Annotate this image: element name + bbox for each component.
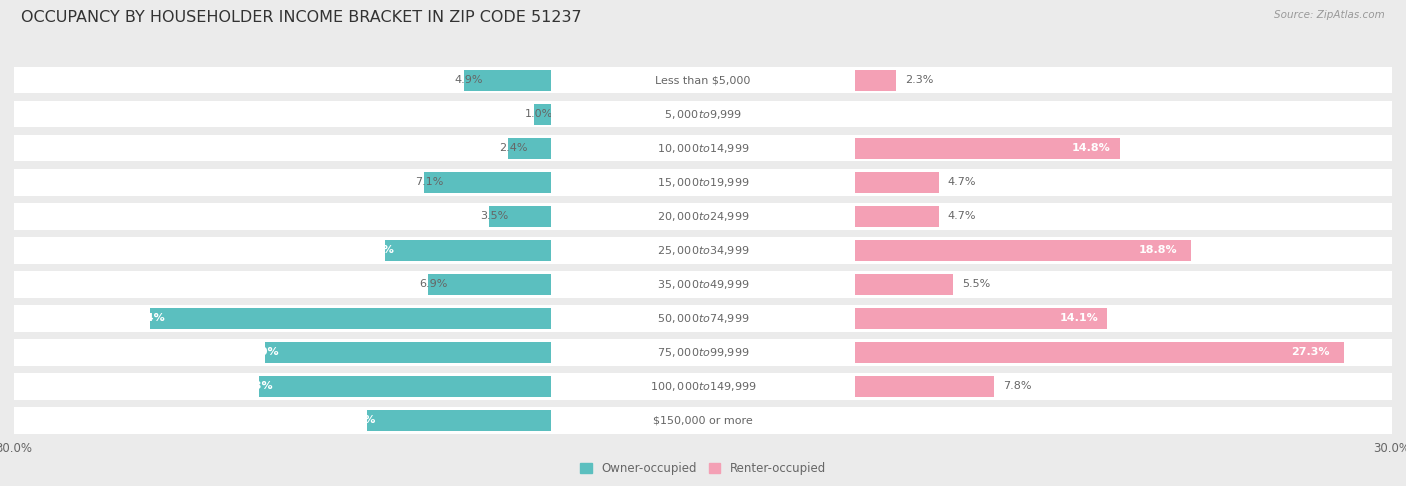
Text: 16.3%: 16.3%: [235, 382, 274, 391]
Bar: [551, 203, 855, 229]
Bar: [551, 237, 855, 263]
Bar: [551, 339, 855, 365]
Bar: [855, 271, 1392, 297]
Bar: [385, 240, 551, 261]
Text: 18.8%: 18.8%: [1139, 245, 1177, 255]
Text: 2.4%: 2.4%: [499, 143, 529, 153]
Text: Less than $5,000: Less than $5,000: [655, 75, 751, 85]
Bar: [855, 69, 896, 91]
Text: 14.1%: 14.1%: [1060, 313, 1098, 323]
Bar: [150, 308, 551, 329]
Bar: [855, 376, 994, 397]
Text: $35,000 to $49,999: $35,000 to $49,999: [657, 278, 749, 291]
Bar: [14, 135, 551, 161]
Bar: [14, 373, 551, 399]
Bar: [551, 101, 855, 127]
Bar: [855, 67, 1392, 93]
Text: 4.7%: 4.7%: [948, 211, 976, 221]
Bar: [14, 237, 551, 263]
Bar: [855, 305, 1392, 331]
Bar: [427, 274, 551, 295]
Bar: [855, 373, 1392, 399]
Bar: [855, 308, 1107, 329]
Bar: [855, 274, 953, 295]
Bar: [264, 342, 551, 363]
Text: $100,000 to $149,999: $100,000 to $149,999: [650, 380, 756, 393]
Text: 14.8%: 14.8%: [1071, 143, 1111, 153]
Text: 4.9%: 4.9%: [454, 75, 484, 85]
Bar: [14, 305, 551, 331]
Bar: [14, 67, 551, 93]
Bar: [551, 407, 855, 434]
Bar: [14, 339, 551, 365]
Bar: [855, 169, 1392, 195]
Bar: [551, 271, 855, 297]
Bar: [551, 67, 855, 93]
Bar: [464, 69, 551, 91]
Bar: [14, 101, 551, 127]
Bar: [855, 407, 1392, 434]
Text: 4.7%: 4.7%: [948, 177, 976, 187]
Bar: [855, 237, 1392, 263]
Bar: [855, 172, 939, 193]
Text: 6.9%: 6.9%: [419, 279, 447, 289]
Legend: Owner-occupied, Renter-occupied: Owner-occupied, Renter-occupied: [575, 458, 831, 480]
Bar: [14, 407, 551, 434]
Bar: [855, 206, 939, 227]
Bar: [489, 206, 551, 227]
Text: Source: ZipAtlas.com: Source: ZipAtlas.com: [1274, 10, 1385, 20]
Bar: [855, 138, 1119, 159]
Bar: [260, 376, 551, 397]
Bar: [14, 169, 551, 195]
Text: 2.3%: 2.3%: [904, 75, 934, 85]
Bar: [551, 373, 855, 399]
Text: $25,000 to $34,999: $25,000 to $34,999: [657, 244, 749, 257]
Bar: [855, 342, 1344, 363]
Bar: [551, 169, 855, 195]
Text: $150,000 or more: $150,000 or more: [654, 416, 752, 425]
Text: $15,000 to $19,999: $15,000 to $19,999: [657, 176, 749, 189]
Text: 5.5%: 5.5%: [962, 279, 990, 289]
Text: 7.8%: 7.8%: [1004, 382, 1032, 391]
Bar: [533, 104, 551, 125]
Bar: [855, 203, 1392, 229]
Bar: [855, 240, 1191, 261]
Text: 10.3%: 10.3%: [337, 416, 375, 425]
Bar: [367, 410, 551, 431]
Text: $50,000 to $74,999: $50,000 to $74,999: [657, 312, 749, 325]
Bar: [855, 101, 1392, 127]
Text: 16.0%: 16.0%: [240, 347, 280, 357]
Text: 3.5%: 3.5%: [479, 211, 508, 221]
Bar: [551, 135, 855, 161]
Text: 7.1%: 7.1%: [415, 177, 444, 187]
Bar: [509, 138, 551, 159]
Bar: [551, 305, 855, 331]
Bar: [855, 135, 1392, 161]
Text: 1.0%: 1.0%: [524, 109, 553, 119]
Text: $5,000 to $9,999: $5,000 to $9,999: [664, 108, 742, 121]
Text: 27.3%: 27.3%: [1291, 347, 1329, 357]
Text: OCCUPANCY BY HOUSEHOLDER INCOME BRACKET IN ZIP CODE 51237: OCCUPANCY BY HOUSEHOLDER INCOME BRACKET …: [21, 10, 582, 25]
Bar: [14, 203, 551, 229]
Text: $10,000 to $14,999: $10,000 to $14,999: [657, 142, 749, 155]
Text: 9.3%: 9.3%: [363, 245, 394, 255]
Bar: [425, 172, 551, 193]
Text: $20,000 to $24,999: $20,000 to $24,999: [657, 210, 749, 223]
Bar: [855, 339, 1392, 365]
Text: $75,000 to $99,999: $75,000 to $99,999: [657, 346, 749, 359]
Text: 22.4%: 22.4%: [125, 313, 165, 323]
Bar: [14, 271, 551, 297]
